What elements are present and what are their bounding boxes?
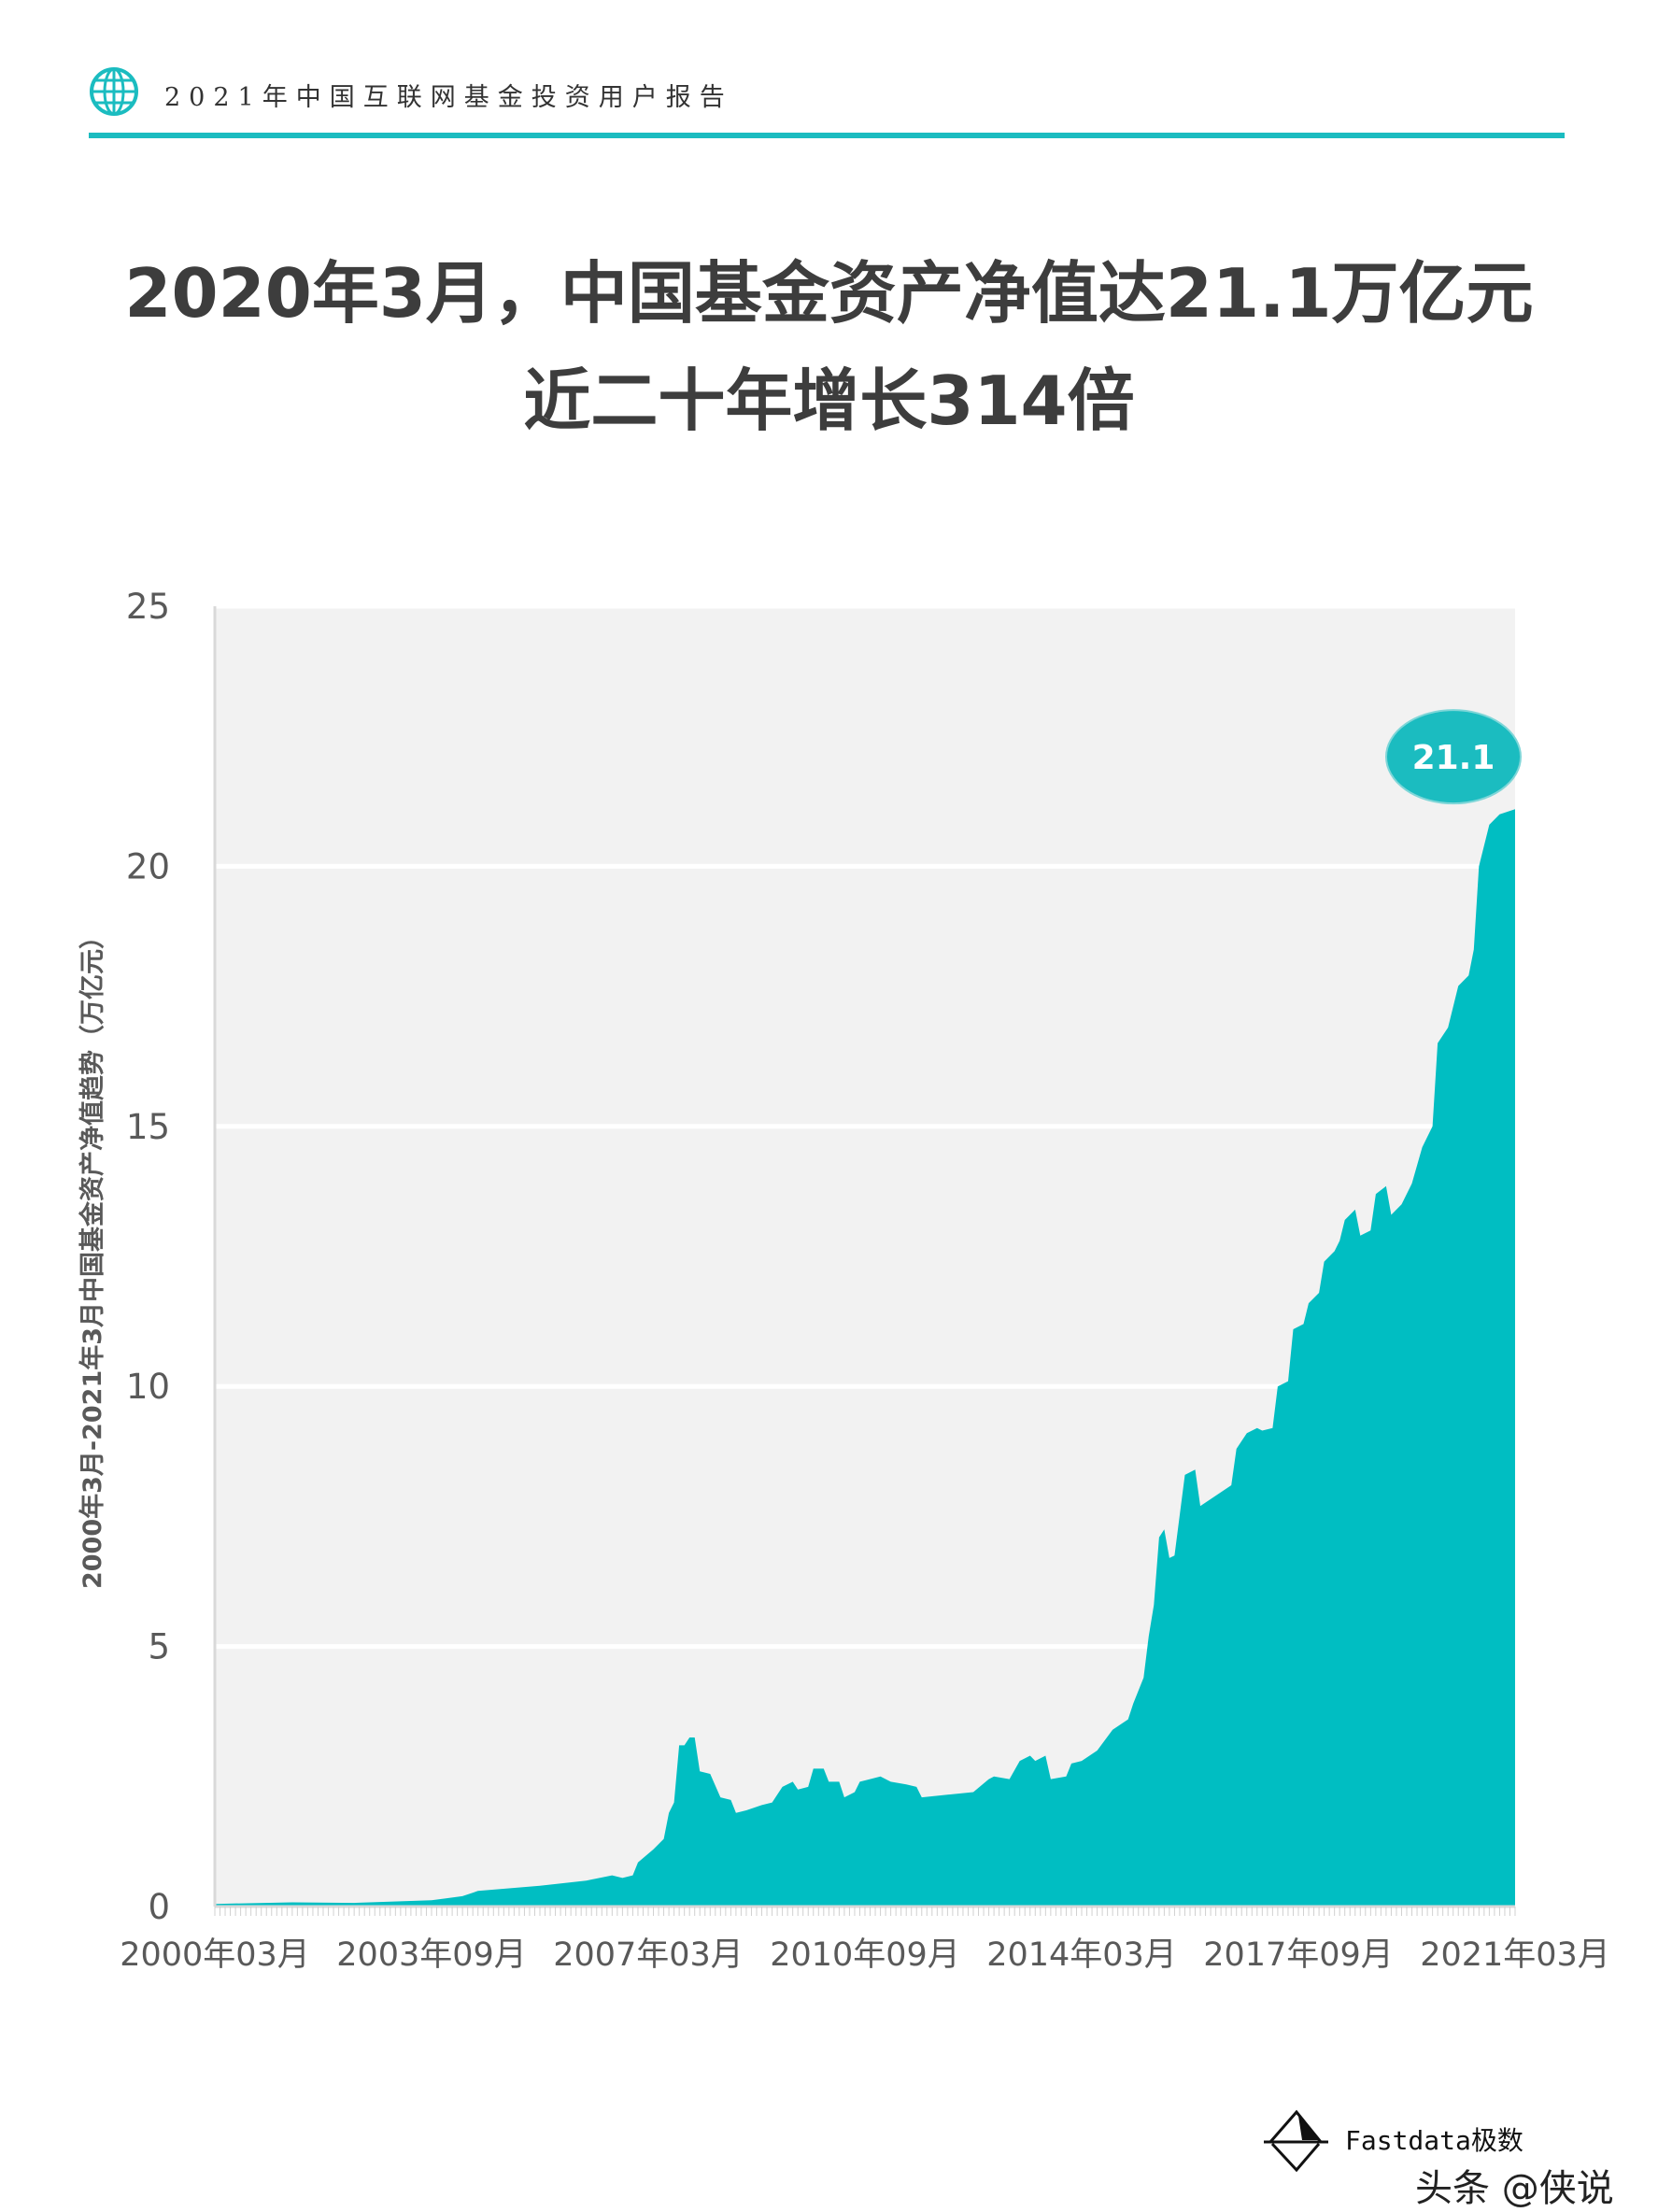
header-divider	[89, 133, 1565, 138]
logo-text: Fastdata极数	[1345, 2125, 1523, 2156]
callout-bubble	[1385, 709, 1522, 805]
x-tick-label: 2010年09月	[770, 1936, 960, 1974]
x-tick-label: 2014年03月	[986, 1936, 1177, 1974]
x-tick-label: 2000年03月	[120, 1936, 310, 1974]
y-tick-label: 5	[148, 1627, 170, 1667]
value-callout: 21.1	[1385, 709, 1522, 805]
headline-line-2: 近二十年增长314倍	[523, 362, 1135, 440]
y-tick-label: 10	[126, 1367, 170, 1407]
y-tick-label: 0	[148, 1887, 170, 1927]
y-tick-label: 25	[126, 587, 170, 627]
watermark: 头条 @侠说	[1415, 2167, 1614, 2210]
report-title: 2021年中国互联网基金投资用户报告	[164, 83, 733, 112]
fastdata-logo-icon	[1264, 2109, 1328, 2173]
x-tick-label: 2021年03月	[1420, 1936, 1610, 1974]
x-tick-label: 2003年09月	[336, 1936, 527, 1974]
y-tick-label: 15	[126, 1107, 170, 1147]
area-series	[215, 809, 1515, 1907]
callout-label: 21.1	[1412, 739, 1495, 777]
y-axis-title: 2000年3月-2021年3月中国基金资产净值趋势（万亿元）	[78, 924, 107, 1589]
headline-line-1: 2020年3月，中国基金资产净值达21.1万亿元	[124, 254, 1534, 333]
x-tick-label: 2007年03月	[553, 1936, 744, 1974]
x-tick-label: 2017年09月	[1203, 1936, 1394, 1974]
globe-icon	[90, 67, 138, 116]
y-tick-label: 20	[126, 846, 170, 886]
